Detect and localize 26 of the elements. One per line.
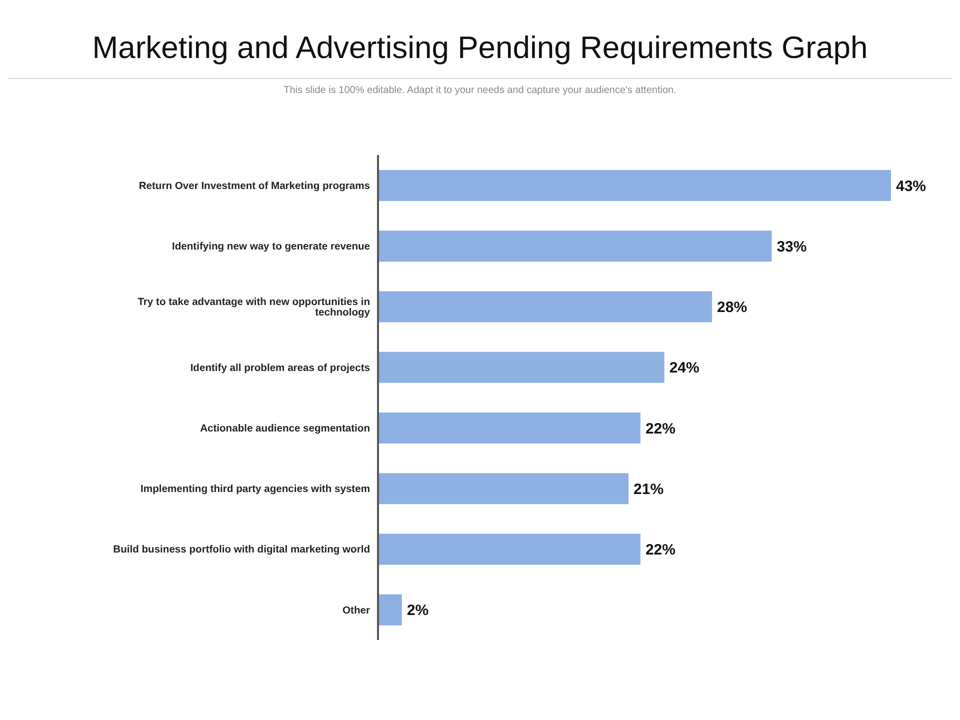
chart-title: Marketing and Advertising Pending Requirements Graph (91, 29, 869, 67)
data-label: 22% (645, 420, 676, 438)
y-tick-label: Other (342, 605, 370, 616)
data-label: 21% (634, 480, 664, 498)
bar (378, 230, 772, 262)
data-label: 33% (776, 238, 807, 256)
chart-subtitle: This slide is 100% editable. Adapt it to your needs and capture your audience's attention. (282, 85, 678, 98)
bar (378, 352, 664, 383)
data-label: 22% (645, 542, 676, 559)
data-label: 28% (717, 299, 748, 316)
bar (378, 412, 640, 444)
bar (378, 291, 712, 322)
y-tick-label: Implementing third party agencies with system (140, 484, 370, 496)
y-tick-label: Identifying new way to generate revenue (172, 242, 370, 253)
y-tick-label: Identify all problem areas of projects (190, 362, 370, 374)
y-tick-label: Return Over Investment of Marketing programs (138, 180, 370, 192)
y-tick-label: Build business portfolio with digital marketing world (113, 544, 370, 556)
data-label: 43% (896, 178, 926, 195)
y-tick-label: Actionable audience segmentation (200, 423, 370, 434)
y-tick-label: Try to take advantage with new opportunities in technology (138, 297, 370, 318)
bar (378, 594, 402, 626)
bar (378, 473, 629, 504)
data-label: 2% (406, 602, 429, 620)
bar (378, 170, 891, 201)
data-label: 24% (669, 360, 700, 377)
bar (378, 534, 640, 565)
